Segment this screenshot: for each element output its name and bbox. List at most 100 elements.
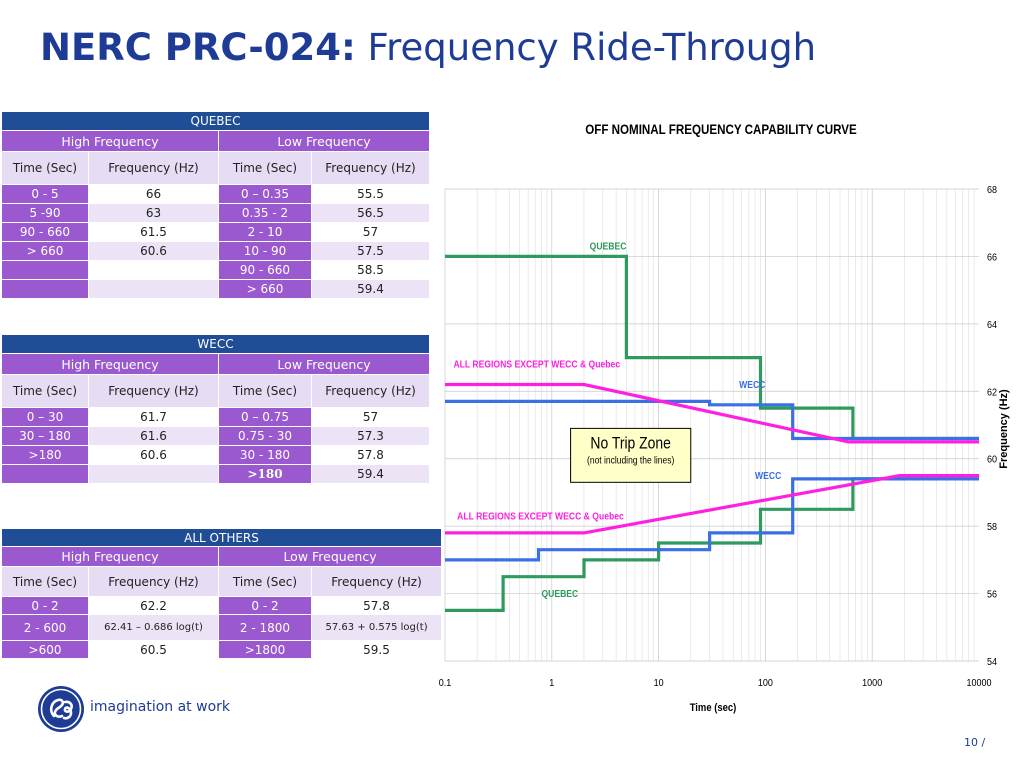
table-cell: 61.5 <box>88 222 219 242</box>
series-label-others: ALL REGIONS EXCEPT WECC & Quebec <box>453 359 620 371</box>
table-cell: 0 – 30 <box>1 407 89 427</box>
table-title: QUEBEC <box>0 111 431 131</box>
wecc-table: WECC High Frequency Low Frequency Time (S… <box>0 334 431 484</box>
series-line-quebec <box>445 477 979 612</box>
table-cell: 58.5 <box>310 260 431 280</box>
column-header: Time (Sec) <box>1 374 89 408</box>
table-cell: > 660 <box>1 241 89 261</box>
table-cell: >600 <box>1 640 89 659</box>
table-cell: 57.8 <box>310 596 443 615</box>
tagline: imagination at work <box>90 699 230 715</box>
chart-svg: OFF NOMINAL FREQUENCY CAPABILITY CURVE N… <box>439 122 1010 714</box>
table-cell: >180 <box>218 464 312 484</box>
table-cell: 59.4 <box>310 464 431 484</box>
no-trip-zone-title: No Trip Zone <box>590 434 671 453</box>
ge-logo <box>37 685 85 737</box>
table-cell: 0 - 2 <box>1 596 89 615</box>
column-header: Time (Sec) <box>218 151 312 185</box>
table-cell: 2 - 600 <box>1 614 89 641</box>
y-axis-label: Frequency (Hz) <box>998 389 1010 469</box>
table-cell: 60.6 <box>88 445 219 465</box>
y-tick-label: 56 <box>987 589 998 601</box>
table-cell: 0 - 5 <box>1 184 89 204</box>
table-row: 2 - 600 62.41 – 0.686 log(t) 2 - 1800 57… <box>1 614 443 641</box>
high-frequency-header: High Frequency <box>1 130 219 152</box>
series-label-quebec: QUEBEC <box>541 588 578 600</box>
table-cell: 60.5 <box>88 640 219 659</box>
no-trip-zone: No Trip Zone (not including the lines) <box>570 427 692 483</box>
y-tick-label: 62 <box>987 387 997 399</box>
no-trip-zone-box <box>570 427 692 483</box>
frequency-capability-chart: OFF NOMINAL FREQUENCY CAPABILITY CURVE N… <box>430 108 1024 720</box>
table-cell: 0 – 0.35 <box>218 184 312 204</box>
table-cell: 61.6 <box>88 426 219 446</box>
table-cell: 2 - 10 <box>218 222 312 242</box>
y-tick-label: 58 <box>987 522 998 534</box>
table-cell: 57.8 <box>310 445 431 465</box>
table-cell: > 660 <box>218 279 312 299</box>
column-header: Time (Sec) <box>218 566 312 597</box>
table-row: > 660 59.4 <box>1 279 431 299</box>
all-others-table: ALL OTHERS High Frequency Low Frequency T… <box>0 528 443 659</box>
table-cell <box>88 279 219 299</box>
table-cell: 57 <box>310 222 431 242</box>
column-header: Frequency (Hz) <box>88 566 219 597</box>
table-row: 90 - 660 58.5 <box>1 260 431 280</box>
table-cell <box>1 279 89 299</box>
table-cell: 2 - 1800 <box>218 614 312 641</box>
chart-title: OFF NOMINAL FREQUENCY CAPABILITY CURVE <box>585 122 857 137</box>
quebec-table: QUEBEC High Frequency Low Frequency Time … <box>0 111 431 299</box>
table-row: >180 59.4 <box>1 464 431 484</box>
series-lines <box>445 254 979 612</box>
table-cell: 55.5 <box>310 184 431 204</box>
table-cell: 56.5 <box>310 203 431 223</box>
page-number: 10 / <box>964 736 986 749</box>
table-cell: 90 - 660 <box>1 222 89 242</box>
x-tick-label: 1000 <box>862 677 883 689</box>
table-cell: 57.5 <box>310 241 431 261</box>
x-tick-label: 0.1 <box>439 677 452 689</box>
table-row: 5 -90 63 0.35 - 2 56.5 <box>1 203 431 223</box>
table-cell <box>1 464 89 484</box>
table-row: 30 – 180 61.6 0.75 - 30 57.3 <box>1 426 431 446</box>
table-cell: >1800 <box>218 640 312 659</box>
plot-area <box>445 189 979 661</box>
table-row: 0 – 30 61.7 0 – 0.75 57 <box>1 407 431 427</box>
series-label-others: ALL REGIONS EXCEPT WECC & Quebec <box>457 511 624 523</box>
table-cell: 57.3 <box>310 426 431 446</box>
column-header: Time (Sec) <box>1 566 89 597</box>
table-row: 90 - 660 61.5 2 - 10 57 <box>1 222 431 242</box>
column-header: Frequency (Hz) <box>88 151 219 185</box>
table-cell <box>88 260 219 280</box>
table-cell: 90 - 660 <box>218 260 312 280</box>
grid <box>444 188 979 662</box>
series-line-others <box>445 474 979 535</box>
low-frequency-header: Low Frequency <box>217 130 431 152</box>
x-tick-label: 10000 <box>966 677 992 689</box>
x-axis-label: Time (sec) <box>690 702 737 714</box>
column-header: Time (Sec) <box>1 151 89 185</box>
page-title: NERC PRC-024: Frequency Ride-Through <box>40 26 817 69</box>
series-label-quebec: QUEBEC <box>590 241 627 253</box>
column-header: Frequency (Hz) <box>310 374 431 408</box>
column-header: Frequency (Hz) <box>310 566 443 597</box>
table-cell: 60.6 <box>88 241 219 261</box>
column-header: Frequency (Hz) <box>88 374 219 408</box>
table-row: > 660 60.6 10 - 90 57.5 <box>1 241 431 261</box>
table-row: >180 60.6 30 - 180 57.8 <box>1 445 431 465</box>
table-row: 0 - 2 62.2 0 - 2 57.8 <box>1 596 443 615</box>
no-trip-zone-subtitle: (not including the lines) <box>587 455 674 466</box>
series-label-wecc: WECC <box>755 470 781 482</box>
table-cell: 5 -90 <box>1 203 89 223</box>
table-cell: 59.4 <box>310 279 431 299</box>
table-cell: 0.35 - 2 <box>218 203 312 223</box>
series-label-wecc: WECC <box>739 379 765 391</box>
y-tick-label: 66 <box>987 252 998 264</box>
table-title: WECC <box>0 334 431 354</box>
table-cell <box>88 464 219 484</box>
table-cell: 61.7 <box>88 407 219 427</box>
table-cell: 57 <box>310 407 431 427</box>
axes: 0.1 1 10 100 1000 10000 54 56 58 60 62 64 66 68 <box>439 184 998 689</box>
table-cell: 0 - 2 <box>218 596 312 615</box>
y-tick-label: 60 <box>987 454 998 466</box>
